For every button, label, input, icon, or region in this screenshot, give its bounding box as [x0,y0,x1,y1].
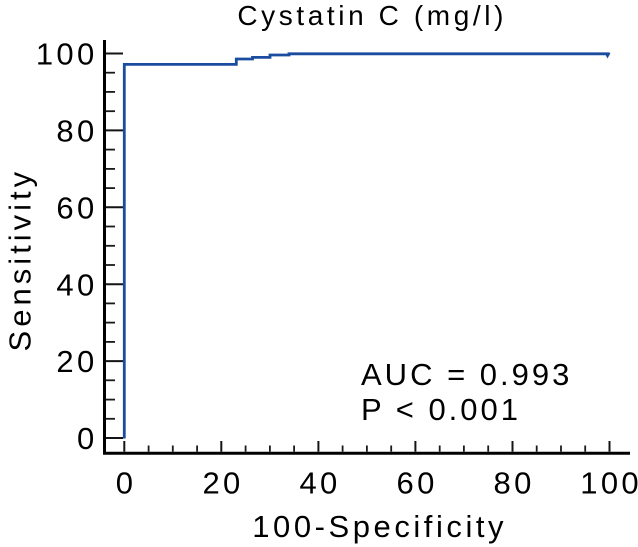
svg-text:AUC = 0.993: AUC = 0.993 [361,357,572,392]
svg-text:80: 80 [494,466,535,501]
svg-text:60: 60 [56,190,97,225]
svg-text:40: 40 [299,466,340,501]
svg-text:0: 0 [116,466,137,501]
svg-text:Sensitivity: Sensitivity [3,168,38,352]
svg-text:100: 100 [580,466,638,501]
svg-text:100-Specificity: 100-Specificity [252,509,507,544]
svg-text:100: 100 [36,37,98,72]
svg-text:0: 0 [77,421,98,456]
svg-text:Cystatin C (mg/l): Cystatin C (mg/l) [237,0,507,31]
svg-text:20: 20 [202,466,243,501]
svg-text:P < 0.001: P < 0.001 [361,392,521,427]
svg-text:60: 60 [397,466,438,501]
svg-text:40: 40 [56,267,97,302]
svg-text:80: 80 [56,114,97,149]
svg-text:20: 20 [56,344,97,379]
